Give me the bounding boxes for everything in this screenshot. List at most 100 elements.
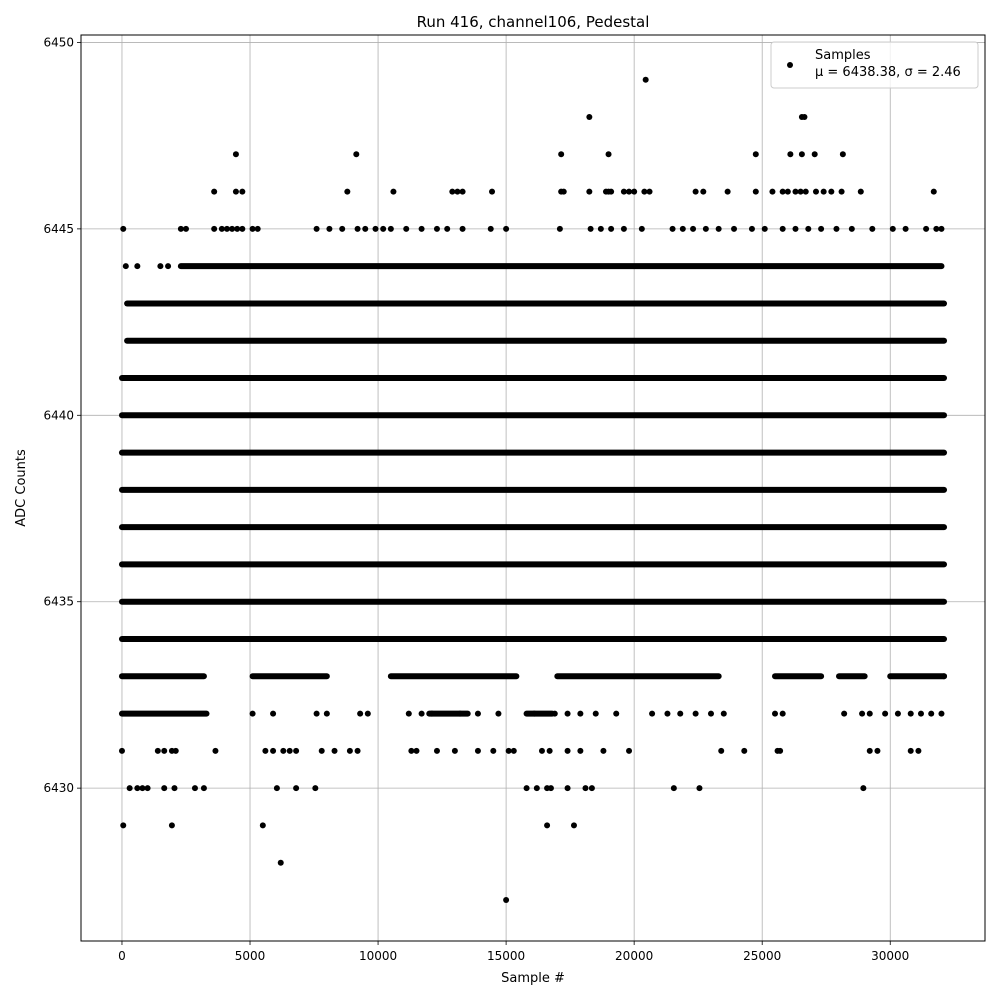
sample-point (339, 225, 346, 232)
sample-point (779, 710, 786, 717)
sample-point (938, 710, 945, 717)
sample-point (812, 188, 819, 195)
sample-point (293, 785, 300, 792)
sample-point (741, 747, 748, 754)
sample-point (620, 188, 627, 195)
sample-point (418, 710, 425, 717)
sample-point (902, 225, 909, 232)
legend-marker (787, 62, 793, 68)
sample-point (161, 747, 168, 754)
sample-point (787, 151, 794, 158)
sample-point (933, 225, 940, 232)
sample-point (866, 710, 873, 717)
sample-point (489, 188, 496, 195)
sample-point (928, 710, 935, 717)
sample-point (679, 225, 686, 232)
sample-point (191, 785, 198, 792)
legend: Samples μ = 6438.38, σ = 2.46 (770, 41, 979, 89)
sample-point (259, 822, 266, 829)
sample-point (372, 225, 379, 232)
y-axis-label: ADC Counts (14, 449, 29, 527)
sample-point (218, 225, 225, 232)
sample-point (649, 710, 656, 717)
sample-point (495, 710, 502, 717)
sample-point (413, 747, 420, 754)
sample-point (857, 188, 864, 195)
sample-point (172, 747, 179, 754)
sample-point (474, 747, 481, 754)
sample-point (608, 188, 615, 195)
sample-point (631, 188, 638, 195)
sample-point (277, 859, 284, 866)
sample-point (720, 710, 727, 717)
sample-point (293, 747, 300, 754)
sample-point (490, 747, 497, 754)
sample-point (326, 225, 333, 232)
legend-stats: μ = 6438.38, σ = 2.46 (815, 65, 961, 80)
sample-point (769, 188, 776, 195)
sample-point (390, 188, 397, 195)
sample-point (234, 225, 241, 232)
sample-point (820, 188, 827, 195)
sample-point (869, 225, 876, 232)
sample-point (168, 822, 175, 829)
sample-point (154, 747, 161, 754)
sample-point (344, 188, 351, 195)
sample-point (923, 225, 930, 232)
sample-point (474, 710, 481, 717)
legend-box (770, 41, 979, 89)
sample-point (752, 188, 759, 195)
sample-point (792, 225, 799, 232)
sample-point (503, 896, 510, 903)
sample-point (792, 188, 799, 195)
sample-point (403, 225, 410, 232)
sample-point (907, 710, 914, 717)
sample-point (592, 710, 599, 717)
sample-point (380, 225, 387, 232)
sample-point (280, 747, 287, 754)
sample-point (797, 188, 804, 195)
sample-point (638, 225, 645, 232)
sample-point (364, 710, 371, 717)
sample-point (444, 225, 451, 232)
x-tick-label: 25000 (743, 949, 781, 963)
sample-point (669, 225, 676, 232)
sample-point (354, 225, 361, 232)
sample-point (690, 225, 697, 232)
sample-point (454, 188, 461, 195)
sample-point (239, 188, 246, 195)
sample-point (700, 188, 707, 195)
sample-point (802, 188, 809, 195)
sample-point (120, 225, 127, 232)
sample-point (626, 747, 633, 754)
sample-point (254, 225, 261, 232)
sample-point (556, 225, 563, 232)
sample-point (570, 822, 577, 829)
sample-point (418, 225, 425, 232)
axes-frame (80, 34, 986, 942)
sample-point (784, 188, 791, 195)
sample-point (551, 710, 558, 717)
sample-point (715, 225, 722, 232)
sample-point (229, 225, 236, 232)
sample-point (938, 225, 945, 232)
sample-point (818, 225, 825, 232)
sample-point (451, 747, 458, 754)
x-axis-ticks: 0 5000 10000 15000 20000 25000 30000 (118, 941, 909, 963)
sample-point (459, 225, 466, 232)
sample-point (232, 151, 239, 158)
sample-point (544, 822, 551, 829)
sample-point (605, 151, 612, 158)
y-axis-ticks: 6430 6435 6440 6445 6450 (43, 35, 81, 795)
x-axis-label: Sample # (501, 971, 565, 986)
sample-point (613, 710, 620, 717)
sample-point (641, 188, 648, 195)
sample-point (165, 263, 172, 270)
legend-series-name: Samples (815, 48, 871, 63)
sample-point (696, 785, 703, 792)
sample-point (848, 225, 855, 232)
sample-point (724, 188, 731, 195)
sample-point (353, 151, 360, 158)
sample-point (144, 785, 151, 792)
